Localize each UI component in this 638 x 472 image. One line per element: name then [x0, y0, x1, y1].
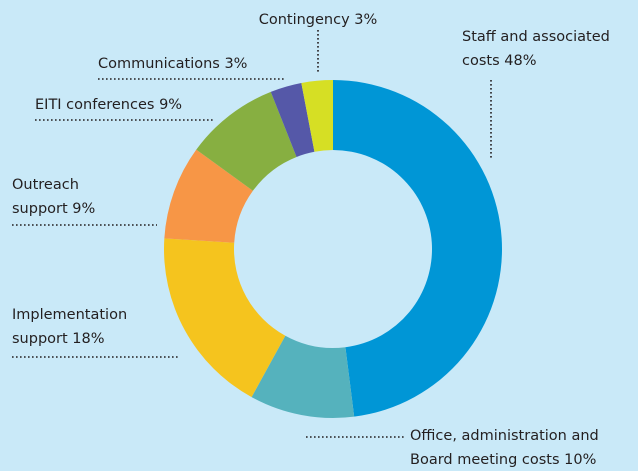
segment-label: Staff and associated costs 48%	[462, 25, 632, 73]
category-name: Office, administration and Board meeting…	[410, 428, 599, 468]
value-label: 18%	[72, 331, 105, 347]
donut-segment	[163, 238, 286, 398]
segment-label: Communications 3%	[98, 52, 298, 76]
segment-label: Office, administration and Board meeting…	[410, 424, 635, 472]
value-label: 48%	[504, 53, 537, 69]
value-label: 9%	[72, 201, 96, 217]
segment-label: EITI conferences 9%	[35, 93, 235, 117]
donut-segment	[301, 80, 333, 152]
donut-segment	[270, 82, 315, 157]
category-name: Communications	[98, 56, 220, 72]
donut-segment	[164, 149, 253, 243]
value-label: 3%	[224, 56, 248, 72]
donut-segment	[196, 91, 297, 191]
segment-label: Outreach support 9%	[12, 173, 132, 221]
category-name: Outreach support	[12, 177, 79, 217]
category-name: Staff and associated costs	[462, 29, 610, 69]
category-name: Implementation support	[12, 307, 128, 347]
value-label: 3%	[354, 12, 378, 28]
segment-label: Contingency 3%	[243, 8, 393, 32]
category-name: EITI conferences	[35, 97, 155, 113]
segment-label: Implementation support 18%	[12, 303, 182, 351]
value-label: 9%	[159, 97, 183, 113]
category-name: Contingency	[258, 12, 350, 28]
value-label: 10%	[564, 452, 597, 468]
donut-segment	[251, 335, 355, 418]
donut-segment	[333, 80, 502, 417]
